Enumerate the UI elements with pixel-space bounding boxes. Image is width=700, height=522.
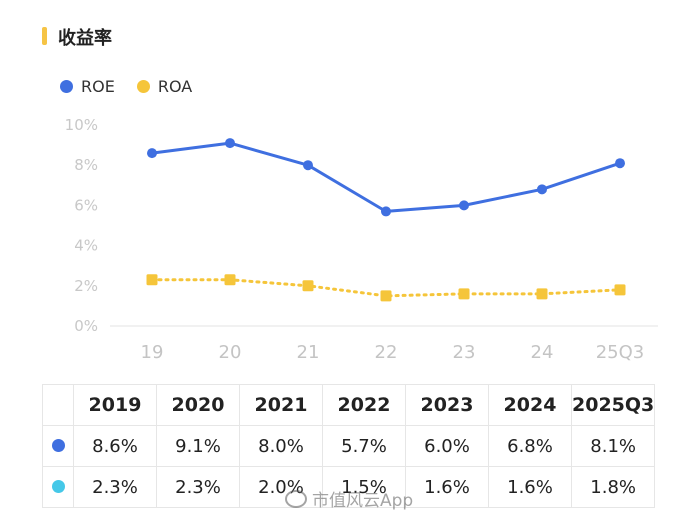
table-cell: 8.1%: [570, 425, 656, 467]
data-point-roa: [614, 284, 626, 296]
table-cell: 6.0%: [405, 425, 489, 467]
data-point-roe: [615, 158, 625, 169]
series-line-roe: [151, 141, 621, 213]
legend-item-roe[interactable]: ROE: [60, 77, 115, 96]
table-header-cell: 2023: [405, 384, 489, 426]
data-point-roa: [536, 288, 548, 300]
data-point-roa: [224, 274, 236, 286]
table-header-cell: 2025Q3: [570, 384, 656, 426]
table-header-cell: 2020: [156, 384, 240, 426]
table-cell: 1.6%: [405, 466, 489, 508]
table-header-cell: 2024: [488, 384, 572, 426]
legend-roa-dot-icon: [136, 80, 150, 93]
y-tick-label: 8%: [74, 156, 98, 174]
table-cell: 2.3%: [156, 466, 240, 508]
data-point-roe: [537, 184, 547, 195]
line-chart: 0% 2% 4% 6% 8% 10% 19 20 21 22 23 24 25Q3: [65, 116, 658, 363]
table-cell: 8.0%: [239, 425, 323, 467]
table-cell: 1.8%: [570, 466, 656, 508]
table-header-cell: 2019: [73, 384, 157, 426]
x-tick-label: 20: [219, 342, 242, 363]
table-roe-marker: [42, 425, 74, 467]
table-header-cell: 2021: [239, 384, 323, 426]
x-tick-label: 24: [531, 342, 554, 363]
legend-roe-label: ROE: [81, 77, 115, 96]
data-point-roa: [380, 290, 392, 302]
data-point-roa: [146, 274, 158, 286]
roe-dot-icon: [51, 438, 65, 452]
data-point-roe: [303, 160, 313, 171]
table-header-cell: 2022: [322, 384, 406, 426]
y-tick-label: 4%: [74, 237, 98, 255]
watermark-text: 市值风云App: [312, 491, 414, 511]
y-tick-label: 10%: [65, 116, 98, 134]
legend-item-roa[interactable]: ROA: [136, 77, 193, 96]
x-tick-label: 23: [453, 342, 476, 363]
roa-dot-icon: [51, 479, 65, 493]
table-corner-cell: [42, 384, 74, 426]
table-row-roa: 2.3% 2.3% 2.0% 1.5% 1.6% 1.6% 1.8%: [42, 466, 656, 508]
data-point-roa: [302, 280, 314, 292]
table-roa-marker: [42, 466, 74, 508]
table-cell: 9.1%: [156, 425, 240, 467]
weibo-logo-icon: [285, 489, 307, 508]
data-point-roe: [225, 138, 235, 149]
data-point-roe: [459, 200, 469, 211]
legend-roe-dot-icon: [60, 80, 73, 93]
table-header-row: 2019 2020 2021 2022 2023 2024 2025Q3: [42, 384, 656, 426]
table-cell: 2.3%: [73, 466, 157, 508]
data-table: 2019 2020 2021 2022 2023 2024 2025Q3 8.6…: [42, 384, 656, 508]
y-tick-label: 0%: [74, 317, 98, 335]
x-tick-label: 22: [375, 342, 398, 363]
data-point-roe: [147, 148, 157, 159]
legend: ROE ROA: [60, 77, 214, 96]
watermark: 市值风云App: [285, 486, 413, 511]
x-tick-label: 25Q3: [596, 342, 645, 363]
x-tick-label: 21: [297, 342, 320, 363]
x-tick-label: 19: [141, 342, 164, 363]
legend-roa-label: ROA: [157, 77, 193, 96]
data-point-roe: [381, 206, 391, 217]
table-row-roe: 8.6% 9.1% 8.0% 5.7% 6.0% 6.8% 8.1%: [42, 425, 656, 467]
chart-title: 收益率: [58, 28, 112, 49]
table-cell: 6.8%: [488, 425, 572, 467]
data-point-roa: [458, 288, 470, 300]
y-tick-label: 6%: [74, 196, 98, 214]
table-cell: 8.6%: [73, 425, 157, 467]
table-cell: 1.6%: [488, 466, 572, 508]
y-tick-label: 2%: [74, 277, 98, 295]
table-cell: 5.7%: [322, 425, 406, 467]
title-accent-bar: [42, 27, 47, 45]
